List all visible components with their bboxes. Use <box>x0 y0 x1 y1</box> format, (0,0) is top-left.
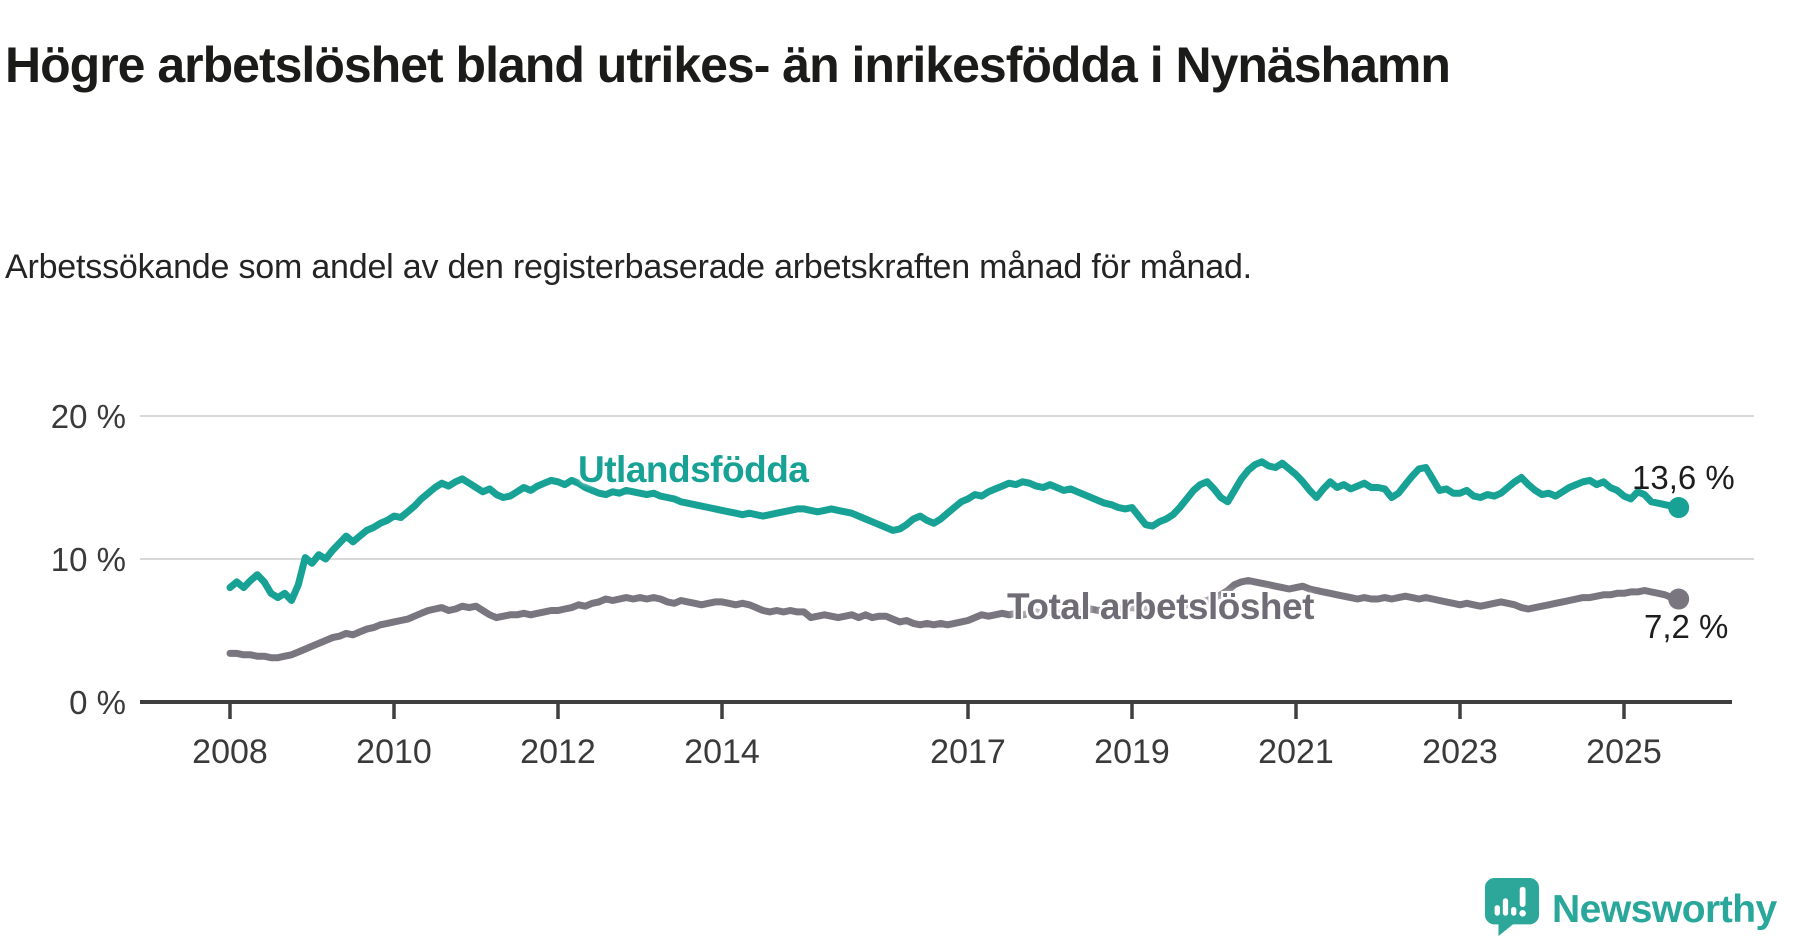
newsworthy-logo: Newsworthy <box>1483 876 1777 943</box>
x-tick-label: 2025 <box>1586 733 1662 771</box>
y-tick-label: 20 % <box>51 398 126 435</box>
exclamation-dot <box>1519 909 1526 917</box>
x-tick-label: 2019 <box>1094 733 1170 771</box>
series-label-total-arbetsloshet: Total arbetslöshet <box>1007 586 1314 627</box>
page-title: Högre arbetslöshet bland utrikes- än inr… <box>5 36 1451 93</box>
end-value-label-total: 7,2 % <box>1644 608 1729 645</box>
x-tick-label: 2017 <box>930 733 1006 771</box>
x-tick-label: 2021 <box>1258 733 1334 771</box>
x-tick-label: 2014 <box>684 733 760 771</box>
bar-chart-bar <box>1511 907 1517 916</box>
series-line-utlandsfodda <box>226 458 1683 604</box>
x-tick-label: 2012 <box>520 733 596 771</box>
y-tick-label: 10 % <box>51 541 126 578</box>
series-label-utlandsfodda: Utlandsfödda <box>578 449 809 490</box>
exclamation-bar <box>1519 886 1526 907</box>
x-tick-label: 2023 <box>1422 733 1498 771</box>
bar-chart-bar <box>1502 898 1509 916</box>
x-tick-label: 2010 <box>356 733 432 771</box>
newsworthy-logo-text: Newsworthy <box>1552 887 1777 931</box>
series-end-dot-utlandsfodda <box>1668 497 1690 519</box>
end-value-label-utlandsfodda: 13,6 % <box>1632 459 1735 496</box>
series-line-total <box>226 577 1683 662</box>
x-tick-label: 2008 <box>192 733 268 771</box>
bar-chart-bar <box>1494 905 1500 916</box>
chart-subtitle: Arbetssökande som andel av den registerb… <box>5 248 1252 286</box>
series-end-dot-total <box>1668 588 1690 610</box>
newsworthy-logo-icon <box>1483 876 1541 943</box>
y-tick-label: 0 % <box>69 684 126 721</box>
speech-bubble-shape <box>1484 878 1540 936</box>
